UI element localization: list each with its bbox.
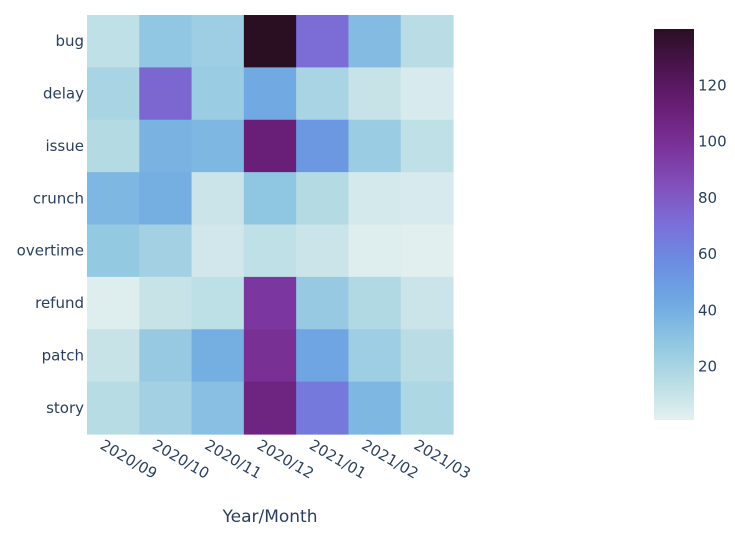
y-tick-label: patch xyxy=(42,346,84,364)
heatmap-cell-delay-2020-10 xyxy=(139,67,193,121)
heatmap-cell-bug-2021-03 xyxy=(400,15,454,68)
heatmap-cell-crunch-2020-12 xyxy=(243,172,297,226)
heatmap-cell-crunch-2021-02 xyxy=(348,172,402,226)
heatmap-cell-refund-2021-03 xyxy=(400,276,454,330)
heatmap-cell-bug-2020-11 xyxy=(191,15,245,68)
x-axis-title: Year/Month xyxy=(221,507,317,527)
heatmap-cell-crunch-2020-10 xyxy=(139,172,193,226)
y-tick-label: refund xyxy=(35,294,84,312)
heatmap-cell-story-2020-09 xyxy=(87,381,140,435)
heatmap-cell-issue-2020-11 xyxy=(191,119,245,173)
heatmap-cell-bug-2020-10 xyxy=(139,15,193,68)
heatmap-cell-delay-2020-09 xyxy=(87,67,140,121)
x-tick-label: 2020/10 xyxy=(149,436,212,483)
colorbar-tick-label: 20 xyxy=(698,358,717,376)
colorbar-tick-label: 120 xyxy=(698,76,727,94)
heatmap-cell-overtime-2021-02 xyxy=(348,224,402,278)
x-tick-label: 2020/12 xyxy=(254,436,317,483)
heatmap-cell-refund-2020-10 xyxy=(139,276,193,330)
heatmap-cell-overtime-2020-09 xyxy=(87,224,140,278)
heatmap-cell-bug-2020-12 xyxy=(243,15,297,68)
heatmap-cell-overtime-2021-03 xyxy=(400,224,454,278)
y-tick-label: crunch xyxy=(33,189,84,207)
heatmap-cell-refund-2020-09 xyxy=(87,276,140,330)
y-axis-tick-labels: bug delay issue crunch overtime refund patch st… xyxy=(17,32,84,417)
heatmap-cell-patch-2021-02 xyxy=(348,329,402,383)
heatmap-cell-patch-2021-01 xyxy=(296,329,350,383)
heatmap-cell-overtime-2021-01 xyxy=(296,224,350,278)
heatmap-cell-patch-2020-10 xyxy=(139,329,193,383)
heatmap-cell-bug-2021-01 xyxy=(296,15,350,68)
heatmap-cell-patch-2020-11 xyxy=(191,329,245,383)
x-tick-label: 2021/01 xyxy=(306,436,369,483)
heatmap-cell-delay-2020-11 xyxy=(191,67,245,121)
heatmap-cell-bug-2020-09 xyxy=(87,15,140,68)
heatmap-cell-story-2020-10 xyxy=(139,381,193,435)
heatmap-cell-story-2021-01 xyxy=(296,381,350,435)
colorbar-tick-labels: 20 40 60 80 100 120 xyxy=(698,76,727,375)
heatmap-cell-refund-2020-11 xyxy=(191,276,245,330)
heatmap-cell-story-2021-03 xyxy=(400,381,454,435)
colorbar-tick-label: 100 xyxy=(698,133,727,151)
heatmap-cell-patch-2021-03 xyxy=(400,329,454,383)
heatmap-cell-overtime-2020-11 xyxy=(191,224,245,278)
y-tick-label: story xyxy=(46,399,84,417)
heatmap-cell-refund-2021-02 xyxy=(348,276,402,330)
heatmap-cell-delay-2020-12 xyxy=(243,67,297,121)
heatmap-cell-crunch-2020-11 xyxy=(191,172,245,226)
heatmap-cells xyxy=(87,15,454,435)
heatmap-cell-delay-2021-01 xyxy=(296,67,350,121)
x-axis-tick-labels: 2020/092020/102020/112020/122021/012021/… xyxy=(97,436,474,483)
heatmap-cell-issue-2021-01 xyxy=(296,119,350,173)
heatmap-cell-story-2020-12 xyxy=(243,381,297,435)
y-tick-label: issue xyxy=(45,137,84,155)
x-tick-label: 2021/02 xyxy=(359,436,422,483)
heatmap-cell-delay-2021-03 xyxy=(400,67,454,121)
heatmap-cell-refund-2020-12 xyxy=(243,276,297,330)
x-tick-label: 2020/09 xyxy=(97,436,160,483)
x-tick-label: 2020/11 xyxy=(202,436,265,483)
heatmap-cell-issue-2020-12 xyxy=(243,119,297,173)
heatmap-cell-overtime-2020-12 xyxy=(243,224,297,278)
heatmap-cell-issue-2021-02 xyxy=(348,119,402,173)
heatmap-cell-issue-2020-09 xyxy=(87,119,140,173)
x-tick-label: 2021/03 xyxy=(411,436,474,483)
colorbar-tick-label: 60 xyxy=(698,245,717,263)
heatmap-cell-bug-2021-02 xyxy=(348,15,402,68)
heatmap-cell-issue-2021-03 xyxy=(400,119,454,173)
heatmap-cell-crunch-2021-01 xyxy=(296,172,350,226)
heatmap-cell-story-2021-02 xyxy=(348,381,402,435)
y-tick-label: bug xyxy=(55,32,84,50)
heatmap-cell-delay-2021-02 xyxy=(348,67,402,121)
heatmap-cell-crunch-2020-09 xyxy=(87,172,140,226)
heatmap-cell-refund-2021-01 xyxy=(296,276,350,330)
y-tick-label: delay xyxy=(43,85,84,103)
colorbar xyxy=(654,29,694,420)
y-tick-label: overtime xyxy=(17,242,84,260)
colorbar-tick-label: 40 xyxy=(698,301,717,319)
colorbar-tick-label: 80 xyxy=(698,189,717,207)
heatmap-cell-issue-2020-10 xyxy=(139,119,193,173)
heatmap-cell-patch-2020-09 xyxy=(87,329,140,383)
heatmap-cell-patch-2020-12 xyxy=(243,329,297,383)
heatmap-cell-overtime-2020-10 xyxy=(139,224,193,278)
heatmap-cell-crunch-2021-03 xyxy=(400,172,454,226)
heatmap-cell-story-2020-11 xyxy=(191,381,245,435)
